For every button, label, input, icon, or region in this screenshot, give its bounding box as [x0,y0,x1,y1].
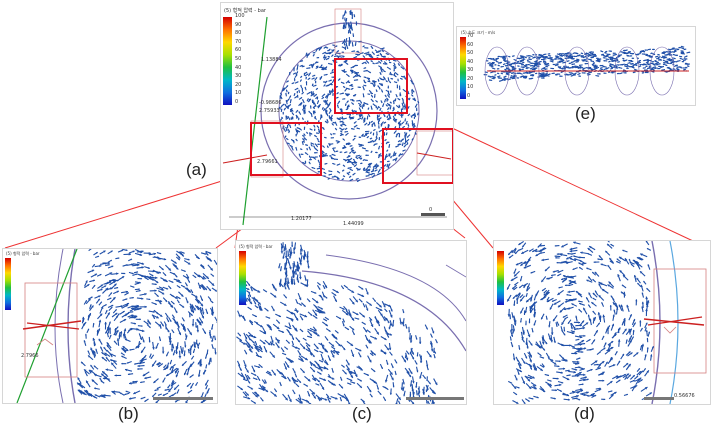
scale-bar [421,213,445,216]
colorbar-tick: 30 [235,73,242,80]
colorbar-tick: 50 [467,50,474,57]
colorbar-tick: 10 [235,90,242,97]
colorbar-tick: 80 [235,30,242,37]
port-box [24,282,78,378]
colorbar-tick: 90 [235,21,242,28]
chamber-wall [301,270,466,352]
colorbar-a [223,17,232,105]
colorbar-title-e: (5) 속도 크기 - m/s [461,30,496,35]
port-marker [36,338,54,346]
colorbar-tick: 100 [235,13,245,19]
vector-arrows-d [506,241,655,404]
flow-vector-field-e [483,45,691,96]
colorbar-tick: 30 [467,67,474,74]
colorbar-tick: 20 [235,81,242,88]
colorbar-tick: 20 [467,75,474,82]
top-inlet-box [334,8,362,54]
vector-arrows-c [236,241,438,404]
colorbar-title-a: (5) 형적 압력 - bar [224,8,266,14]
outer-chamber-ring [260,22,438,200]
scale-bar [406,397,464,400]
caption-d: (d) [574,404,595,423]
colorbar-tick: 0 [467,93,471,99]
panel-d: 0.56676 [493,240,711,405]
colorbar-title-c: (5) 형적 압력 - bar [239,244,273,249]
left-port-box [250,120,284,178]
flow-vector-field-d [506,241,707,404]
annotation-a2: -0.98686 [259,100,282,106]
vector-arrows-b [76,249,217,403]
injector-jet [26,322,80,330]
annotation-a6: 1.44099 [343,221,364,227]
wall-segment [445,264,466,278]
colorbar-b [5,258,11,310]
annotation-d-scale: 0.56676 [674,393,695,399]
port-marker [663,326,677,334]
annotation-a-scale: 0 [429,207,433,213]
chamber-wall [67,249,76,403]
panel-a: (5) 형적 압력 - bar 100 90 80 70 60 50 40 30 20 10 0 1… [220,2,454,230]
flow-vector-field-c [236,241,466,404]
colorbar-ticks-e: 70 60 50 40 30 20 10 0 [467,33,481,101]
colorbar-title-b: (5) 형적 압력 - bar [6,251,40,256]
caption-a: (a) [186,160,207,179]
highlight-box-left [250,122,322,176]
right-injector [416,152,452,160]
caption-c: (c) [352,404,372,423]
colorbar-tick: 40 [235,64,242,71]
left-injector [222,154,268,164]
annotation-a5: 1.20177 [291,216,312,222]
colorbar-e [460,37,466,99]
vector-arrows-e [483,45,691,82]
annotation-a3: 2.75933 [259,108,280,114]
colorbar-tick: 70 [467,33,474,39]
right-port-box [416,130,453,176]
panel-e: (5) 속도 크기 - m/s 70 60 50 40 30 20 10 0 [456,26,696,106]
highlight-box-top [334,58,408,114]
panel-c: (5) 형적 압력 - bar [235,240,467,405]
port-box [653,268,707,374]
colorbar-ticks-a: 100 90 80 70 60 50 40 30 20 10 0 [235,13,255,107]
caption-b: (b) [118,404,139,423]
colorbar-tick: 10 [467,84,474,91]
colorbar-tick: 60 [467,41,474,48]
colorbar-tick: 0 [235,99,239,105]
outer-chamber-wall [54,249,64,403]
flow-vector-field-b [16,249,217,403]
annotation-a1: 1.13884 [261,57,282,63]
highlight-box-right [382,128,453,184]
colorbar-d [497,251,504,305]
colorbar-c [239,251,246,305]
panel-b: (5) 형적 압력 - bar 2.7966 [2,248,218,404]
outer-chamber-wall [325,254,466,322]
colorbar-tick: 40 [467,58,474,65]
scale-bar [153,397,213,400]
vector-arrows-a [278,9,420,183]
scale-bar [644,397,674,400]
chamber-wall [651,241,661,404]
annotation-a4: 2.79661 [257,159,278,165]
colorbar-tick: 60 [235,47,242,54]
injector-jet [22,320,82,330]
colorbar-tick: 50 [235,56,242,62]
colorbar-tick: 70 [235,38,242,45]
injector-jet [643,318,705,326]
injector-jet [647,316,703,326]
caption-e: (e) [575,104,596,123]
annotation-b1: 2.7966 [21,353,39,359]
flow-vector-field-a [222,8,453,226]
